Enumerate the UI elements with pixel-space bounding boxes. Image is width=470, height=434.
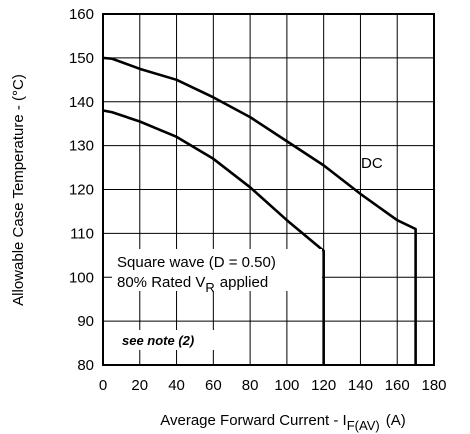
x-tick-label: 160 [385, 377, 410, 394]
y-tick-label: 160 [69, 6, 94, 23]
grid [102, 13, 435, 366]
x-tick-label: 60 [205, 377, 222, 394]
plot-frame [102, 13, 435, 366]
curves [102, 56, 417, 365]
y-tick-label: 90 [77, 313, 94, 330]
x-axis-label: Average Forward Current - IF(AV) (A) [160, 412, 405, 433]
dc-label: DC [361, 155, 383, 172]
square-wave-label: Square wave (D = 0.50) [117, 254, 276, 271]
dc-curve [102, 56, 417, 365]
rated-voltage-label: 80% Rated VR applied [117, 274, 268, 295]
square-wave-curve [102, 109, 325, 365]
x-tick-label: 140 [348, 377, 373, 394]
y-axis-label: Allowable Case Temperature - (°C) [10, 74, 27, 306]
x-tick-labels: 0 20 40 60 80 100 120 140 160 180 [99, 377, 447, 394]
note-background [118, 330, 218, 350]
y-tick-label: 130 [69, 138, 94, 155]
x-tick-label: 20 [131, 377, 148, 394]
y-tick-label: 140 [69, 94, 94, 111]
y-tick-label: 120 [69, 182, 94, 199]
x-tick-label: 0 [99, 377, 107, 394]
x-tick-label: 100 [274, 377, 299, 394]
y-tick-label: 110 [70, 225, 94, 242]
x-tick-label: 80 [242, 377, 259, 394]
y-tick-label: 100 [69, 269, 94, 286]
x-tick-label: 40 [168, 377, 185, 394]
x-tick-label: 180 [421, 377, 446, 394]
see-note-label: see note (2) [122, 333, 194, 348]
y-tick-label: 80 [77, 357, 94, 374]
annotation-background [112, 249, 322, 291]
y-tick-labels: 80 90 100 110 120 130 140 150 160 [69, 6, 94, 374]
y-tick-label: 150 [69, 50, 94, 67]
x-tick-label: 120 [311, 377, 336, 394]
